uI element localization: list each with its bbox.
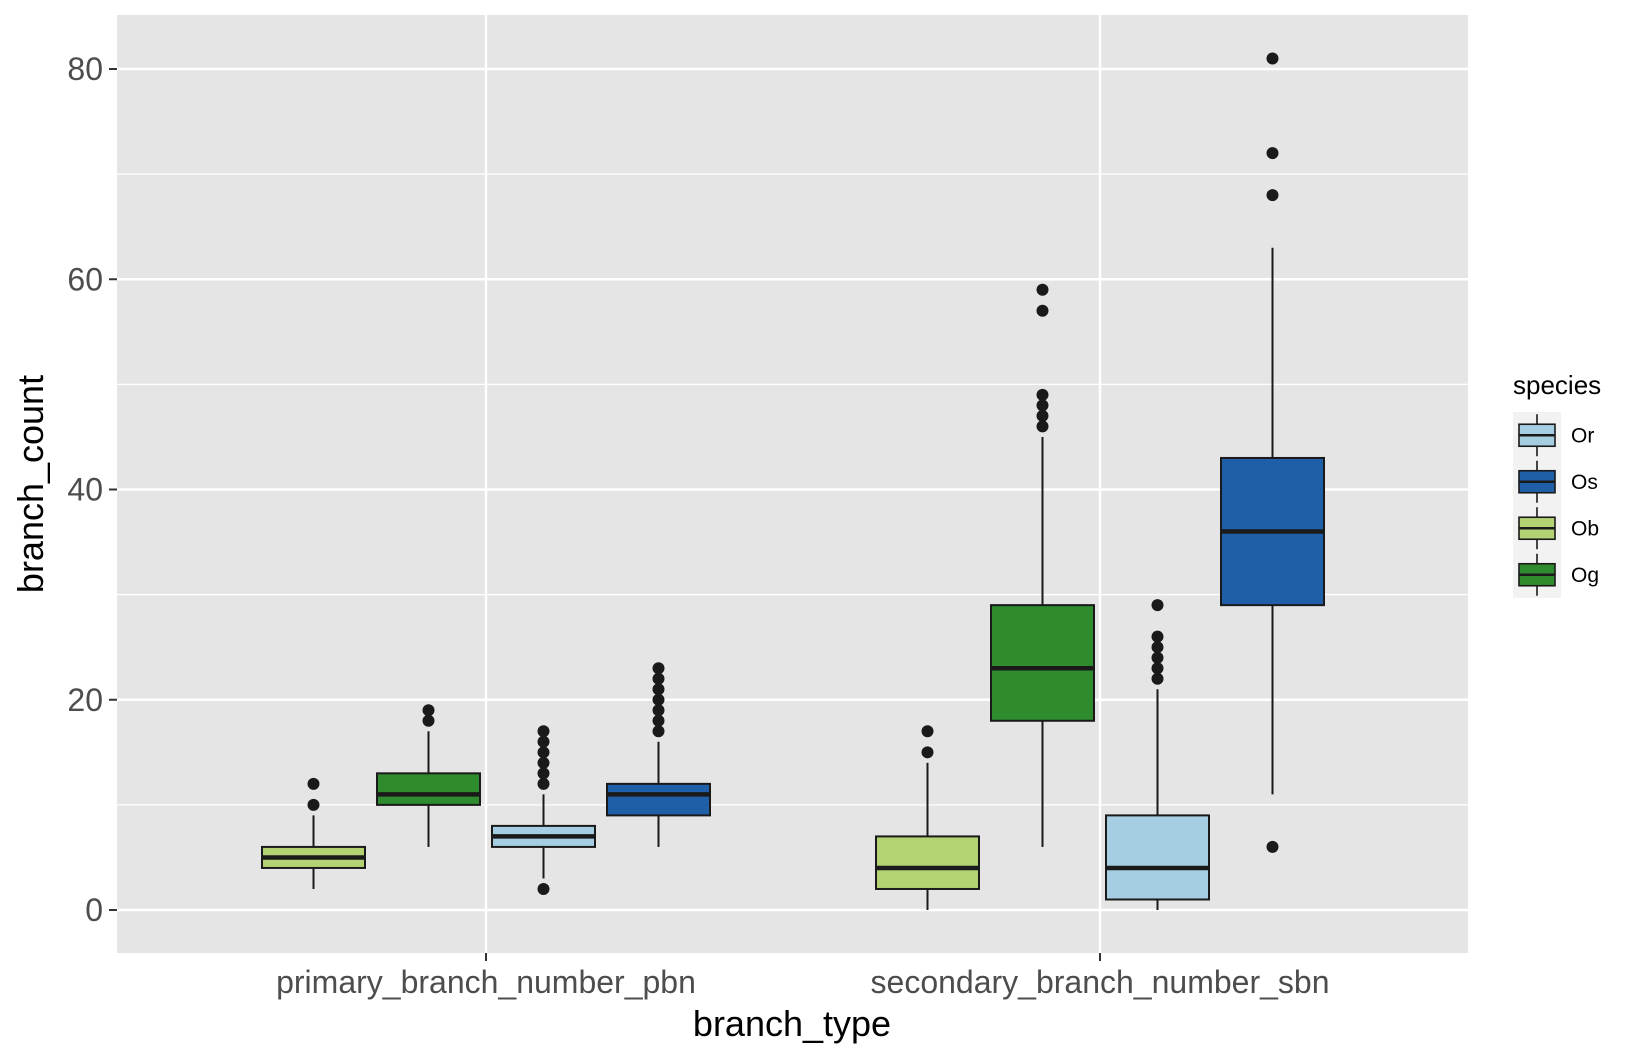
legend-label: Or: [1571, 424, 1594, 447]
legend-label: Os: [1571, 471, 1598, 494]
outlier-point: [307, 777, 320, 790]
box-layer: [261, 52, 1325, 910]
box-Og-0: [376, 704, 481, 847]
y-axis: 0 20 40 60 80: [67, 51, 117, 928]
outlier-point: [422, 714, 435, 727]
outlier-point: [1266, 147, 1279, 160]
outlier-point: [1151, 651, 1164, 664]
outlier-point: [652, 725, 665, 738]
outlier-point: [652, 683, 665, 696]
box-Ob-0: [261, 777, 366, 889]
box-iqr: [990, 604, 1095, 722]
legend-item-Os: Os: [1518, 460, 1598, 503]
outlier-point: [652, 704, 665, 717]
legend-title: species: [1513, 370, 1601, 400]
box-Or-1: [1105, 599, 1210, 910]
outlier-point: [1151, 599, 1164, 612]
outlier-point: [1266, 189, 1279, 202]
outlier-point: [652, 693, 665, 706]
outlier-point: [921, 746, 934, 759]
box-Or-0: [491, 725, 596, 895]
outlier-point: [652, 714, 665, 727]
legend-item-Ob: Ob: [1518, 507, 1599, 550]
legend: species Or Os Ob Og: [1513, 370, 1601, 598]
y-axis-title: branch_count: [10, 375, 51, 593]
x-tick-label: secondary_branch_number_sbn: [871, 964, 1330, 1000]
outlier-point: [1036, 283, 1049, 296]
legend-label: Og: [1571, 564, 1599, 587]
outlier-point: [537, 756, 550, 769]
box-iqr: [606, 782, 711, 817]
y-tick-label: 40: [67, 472, 103, 508]
outlier-point: [921, 725, 934, 738]
y-tick-label: 0: [85, 892, 103, 928]
outlier-point: [1151, 672, 1164, 685]
y-tick-label: 60: [67, 261, 103, 297]
box-Ob-1: [875, 725, 980, 910]
legend-item-Or: Or: [1518, 414, 1594, 457]
legend-item-Og: Og: [1518, 553, 1599, 596]
outlier-point: [652, 672, 665, 685]
outlier-point: [1266, 52, 1279, 65]
box-Og-1: [990, 283, 1095, 847]
x-axis: primary_branch_number_pbn secondary_branc…: [276, 953, 1329, 1000]
outlier-point: [537, 767, 550, 780]
box-Os-1: [1220, 52, 1325, 853]
y-tick-label: 20: [67, 682, 103, 718]
y-tick-label: 80: [67, 51, 103, 87]
box-iqr: [1105, 814, 1210, 901]
outlier-point: [1036, 409, 1049, 422]
outlier-point: [537, 735, 550, 748]
x-tick-label: primary_branch_number_pbn: [276, 964, 696, 1000]
outlier-point: [537, 725, 550, 738]
outlier-point: [1266, 840, 1279, 853]
minor-gridlines: [117, 173, 1468, 806]
outlier-point: [1151, 630, 1164, 643]
outlier-point: [537, 882, 550, 895]
box-iqr: [875, 835, 980, 890]
box-Os-0: [606, 662, 711, 847]
outlier-point: [1036, 399, 1049, 412]
outlier-point: [1151, 662, 1164, 675]
outlier-point: [537, 746, 550, 759]
outlier-point: [422, 704, 435, 717]
box-iqr: [376, 772, 481, 806]
outlier-point: [1036, 304, 1049, 317]
outlier-point: [1036, 420, 1049, 433]
outlier-point: [537, 777, 550, 790]
outlier-point: [1151, 641, 1164, 654]
x-axis-title: branch_type: [693, 1003, 891, 1044]
outlier-point: [652, 662, 665, 675]
outlier-point: [1036, 388, 1049, 401]
legend-label: Ob: [1571, 517, 1599, 540]
outlier-point: [307, 798, 320, 811]
